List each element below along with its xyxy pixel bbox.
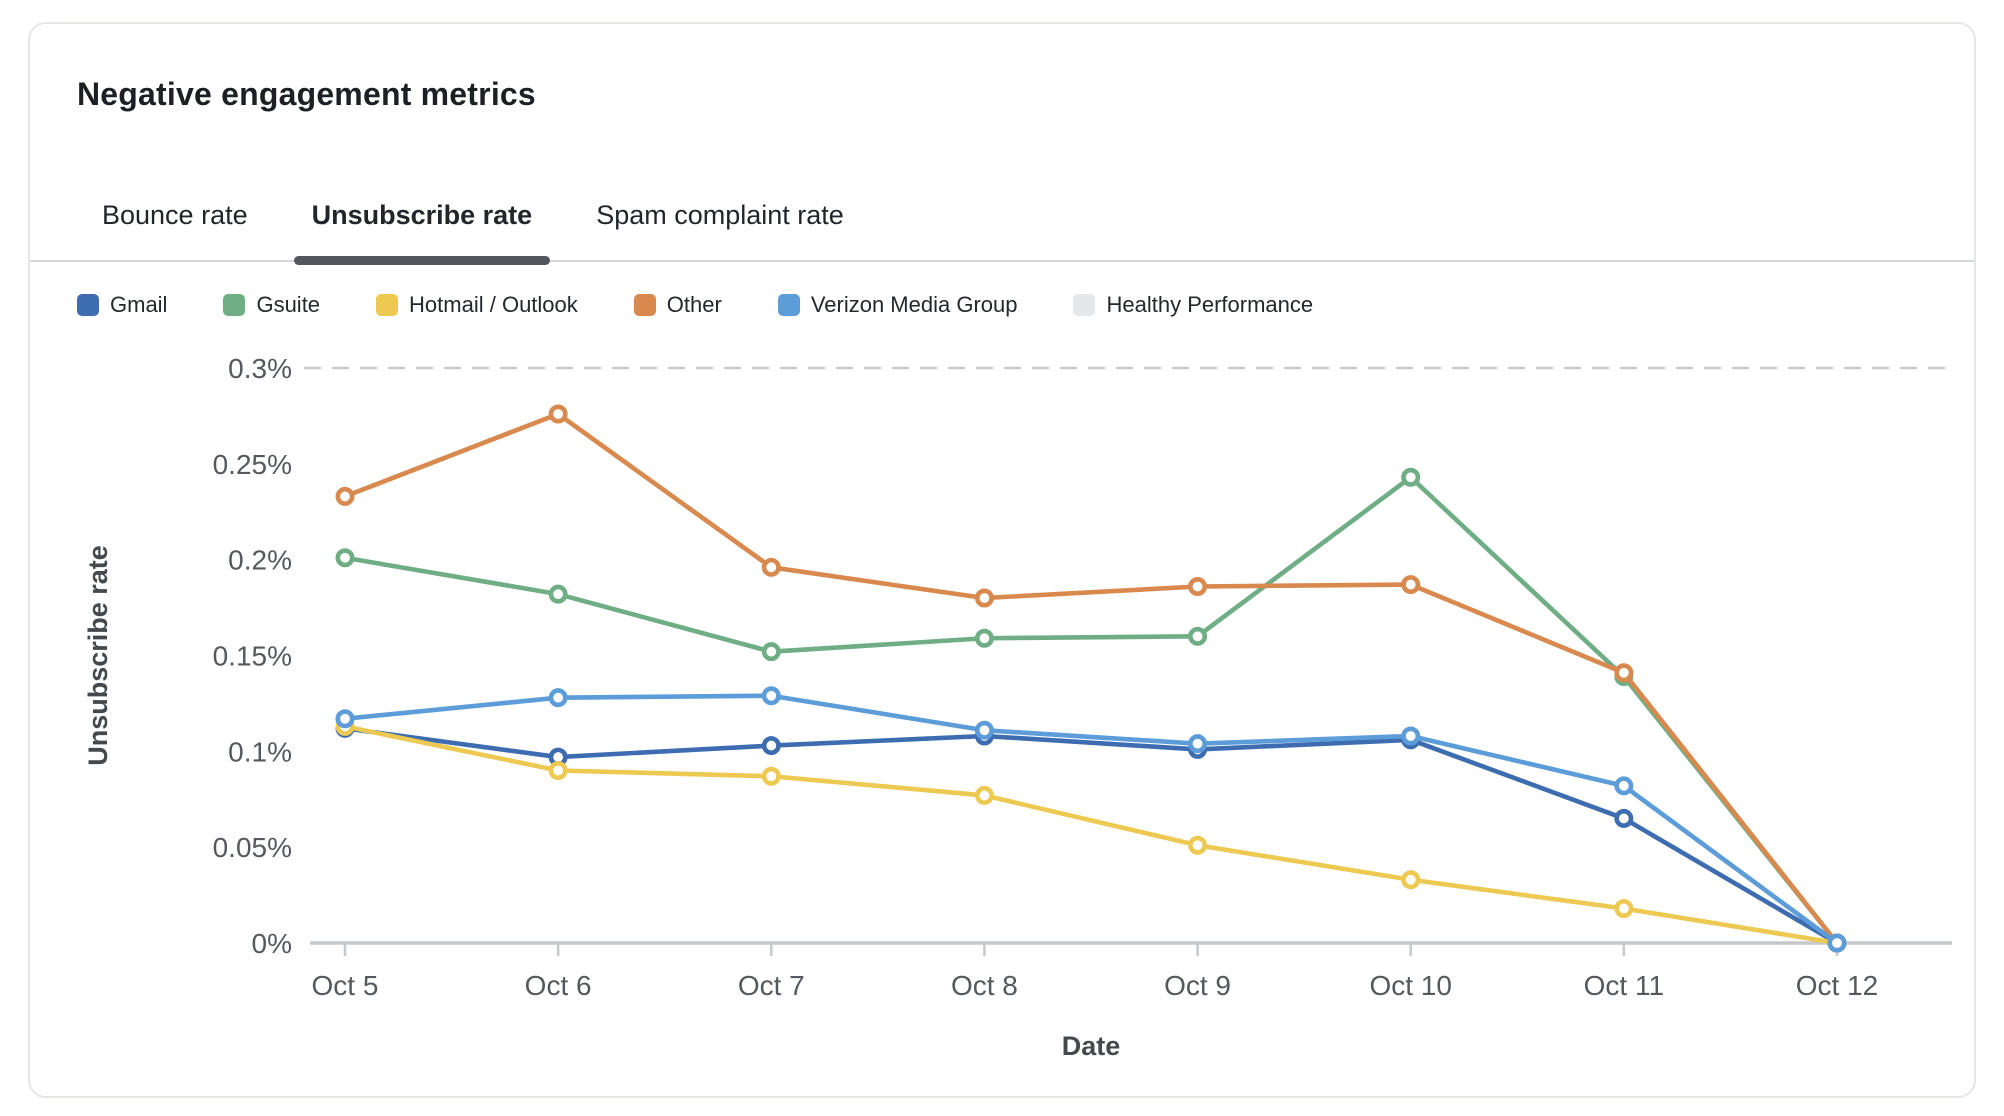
- tab-bar: Bounce rate Unsubscribe rate Spam complain…: [30, 200, 1974, 265]
- x-tick-label: Oct 11: [1584, 970, 1664, 1001]
- data-point-gsuite: [548, 584, 568, 604]
- legend-label: Healthy Performance: [1106, 292, 1314, 317]
- series-line-hotmail-outlook: [342, 724, 1840, 946]
- x-tick-label: Oct 9: [1164, 970, 1231, 1001]
- data-point-gmail: [1614, 808, 1634, 828]
- data-point-verizon-media-group: [1188, 734, 1208, 754]
- chart-legend: Gmail Gsuite Hotmail / Outlook Other Verizon…: [77, 292, 1313, 318]
- legend-item-gmail[interactable]: Gmail: [77, 292, 167, 318]
- legend-label: Hotmail / Outlook: [409, 292, 578, 317]
- series-line-other: [342, 411, 1840, 946]
- data-point-hotmail-outlook: [974, 785, 994, 805]
- data-point-other: [548, 404, 568, 424]
- y-tick-label: 0.05%: [213, 832, 292, 863]
- tab-bounce-rate[interactable]: Bounce rate: [102, 200, 248, 230]
- data-point-hotmail-outlook: [1401, 870, 1421, 890]
- data-point-other: [974, 588, 994, 608]
- y-tick-label: 0.15%: [213, 641, 292, 672]
- y-tick-label: 0.1%: [228, 736, 292, 767]
- legend-swatch: [376, 294, 399, 316]
- data-point-other: [335, 486, 355, 506]
- data-point-hotmail-outlook: [1188, 835, 1208, 855]
- legend-item-gsuite[interactable]: Gsuite: [223, 292, 320, 318]
- data-point-gsuite: [335, 548, 355, 568]
- x-tick-label: Oct 8: [951, 970, 1018, 1001]
- legend-swatch: [77, 294, 99, 316]
- data-point-gsuite: [974, 628, 994, 648]
- data-point-hotmail-outlook: [1614, 898, 1634, 918]
- y-tick-label: 0.2%: [228, 545, 292, 576]
- y-tick-label: 0.3%: [228, 353, 292, 384]
- legend-swatch: [633, 294, 656, 316]
- x-tick-label: Oct 10: [1369, 970, 1451, 1001]
- x-tick-label: Oct 5: [312, 970, 379, 1001]
- data-point-verizon-media-group: [1401, 726, 1421, 746]
- data-point-verizon-media-group: [548, 688, 568, 708]
- data-point-hotmail-outlook: [548, 760, 568, 780]
- x-tick-label: Oct 7: [738, 970, 805, 1001]
- data-point-other: [1401, 575, 1421, 595]
- line-chart: 0.3% 0.25% 0.2% 0.15% 0.1% 0.05% 0% Oct 5 Oct 6 O…: [52, 330, 1956, 1107]
- data-point-verizon-media-group: [974, 720, 994, 740]
- data-point-verizon-media-group: [1827, 933, 1847, 953]
- legend-swatch: [777, 294, 800, 316]
- data-point-gmail: [761, 736, 781, 756]
- data-point-verizon-media-group: [1614, 776, 1634, 796]
- y-tick-label: 0%: [252, 928, 292, 959]
- unsubscribe-rate-chart: 0.3% 0.25% 0.2% 0.15% 0.1% 0.05% 0% Oct 5 Oct 6 O…: [83, 353, 1952, 1061]
- page-title: Negative engagement metrics: [77, 76, 536, 112]
- legend-item-other[interactable]: Other: [633, 292, 722, 318]
- metrics-card: Negative engagement metrics Bounce rate U…: [28, 22, 1976, 1098]
- data-point-verizon-media-group: [335, 709, 355, 729]
- legend-swatch: [1073, 294, 1096, 316]
- tab-unsubscribe-rate[interactable]: Unsubscribe rate: [293, 200, 550, 265]
- legend-swatch: [223, 294, 246, 316]
- series-line-gsuite: [342, 474, 1840, 946]
- data-point-hotmail-outlook: [761, 766, 781, 786]
- data-point-gsuite: [761, 642, 781, 662]
- x-axis-title: Date: [1062, 1031, 1121, 1061]
- legend-label: Gsuite: [256, 292, 321, 317]
- legend-label: Other: [666, 292, 722, 317]
- data-point-gsuite: [1188, 626, 1208, 646]
- data-point-other: [1188, 577, 1208, 597]
- data-point-other: [1614, 663, 1634, 683]
- data-point-other: [761, 557, 781, 577]
- data-point-gsuite: [1401, 467, 1421, 487]
- data-point-verizon-media-group: [761, 686, 781, 706]
- x-tick-label: Oct 6: [525, 970, 592, 1001]
- x-tick-label: Oct 12: [1796, 970, 1878, 1001]
- tab-spam-complaint-rate[interactable]: Spam complaint rate: [596, 200, 844, 230]
- legend-item-hotmail-outlook[interactable]: Hotmail / Outlook: [376, 292, 578, 318]
- y-axis-title: Unsubscribe rate: [83, 545, 113, 766]
- legend-item-healthy-performance[interactable]: Healthy Performance: [1073, 292, 1313, 318]
- legend-label: Gmail: [110, 292, 168, 317]
- series-line-gmail: [342, 726, 1840, 946]
- series-line-verizon-media-group: [342, 693, 1840, 946]
- y-tick-label: 0.25%: [213, 449, 292, 480]
- legend-item-verizon-media-group[interactable]: Verizon Media Group: [777, 292, 1018, 318]
- legend-label: Verizon Media Group: [810, 292, 1018, 317]
